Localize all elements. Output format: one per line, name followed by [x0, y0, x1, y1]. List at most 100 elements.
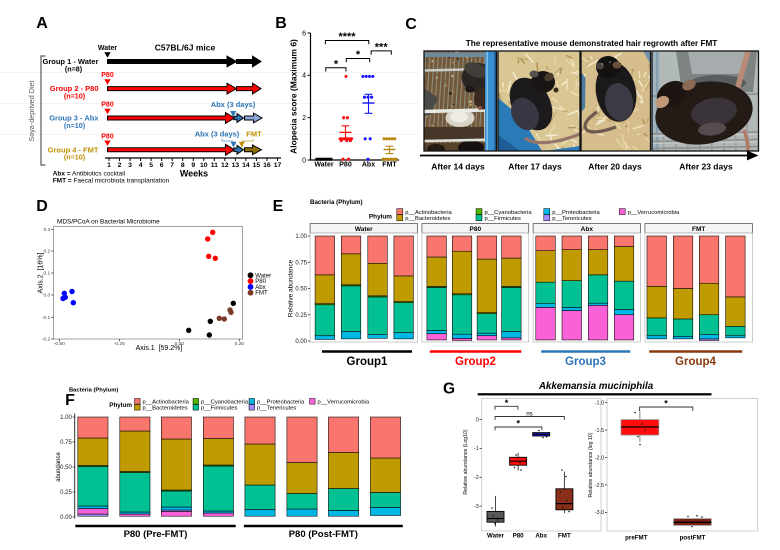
- svg-text:0: 0: [302, 157, 306, 164]
- svg-text:After 20 days: After 20 days: [588, 162, 642, 172]
- svg-text:(n=10): (n=10): [64, 153, 86, 162]
- svg-text:p__Firmicutes: p__Firmicutes: [201, 406, 238, 412]
- svg-text:Water: Water: [255, 273, 271, 279]
- svg-text:0.00: 0.00: [60, 515, 72, 521]
- svg-text:2: 2: [118, 162, 122, 169]
- svg-text:FMT: FMT: [558, 533, 571, 540]
- svg-text:C: C: [405, 16, 417, 33]
- svg-text:Axis.1 [59.2%]: Axis.1 [59.2%]: [136, 345, 183, 352]
- svg-text:Group 4 - FMT: Group 4 - FMT: [48, 145, 99, 154]
- svg-text:16: 16: [263, 162, 271, 169]
- svg-text:Abx (3 days): Abx (3 days): [211, 100, 256, 109]
- svg-text:3: 3: [128, 162, 132, 169]
- svg-text:-0.50: -0.50: [54, 341, 65, 347]
- svg-text:Group2: Group2: [455, 356, 496, 368]
- svg-text:After 14 days: After 14 days: [431, 162, 485, 172]
- svg-text:p__Bacteroidetes: p__Bacteroidetes: [143, 406, 188, 412]
- svg-text:Group4: Group4: [675, 356, 716, 368]
- svg-text:Group3: Group3: [565, 356, 606, 368]
- svg-text:1: 1: [107, 162, 111, 169]
- svg-text:postFMT: postFMT: [680, 535, 706, 542]
- svg-text:P80: P80: [339, 162, 352, 169]
- svg-text:-2: -2: [474, 475, 479, 481]
- svg-text:D: D: [36, 198, 48, 215]
- svg-text:P80: P80: [513, 533, 525, 540]
- svg-text:0.25: 0.25: [295, 313, 307, 319]
- svg-text:p__Actinobacteria: p__Actinobacteria: [405, 210, 452, 216]
- svg-text:p__Proteobacteria: p__Proteobacteria: [552, 210, 600, 216]
- svg-text:-2.0: -2.0: [595, 455, 604, 461]
- svg-text:Water: Water: [314, 162, 333, 169]
- svg-text:MDS/PCoA on Bacterial Microbio: MDS/PCoA on Bacterial Microbiome: [57, 219, 160, 226]
- svg-text:p__Verrucomicrobia: p__Verrucomicrobia: [628, 210, 680, 216]
- svg-text:Abx: Abx: [362, 162, 375, 169]
- svg-text:Group 2 - P80: Group 2 - P80: [50, 84, 99, 93]
- svg-text:p__Proteobacteria: p__Proteobacteria: [257, 400, 305, 406]
- svg-text:P80: P80: [470, 226, 482, 233]
- svg-text:*: *: [664, 399, 668, 409]
- svg-text:P80: P80: [101, 133, 114, 140]
- svg-text:C57BL/6J mice: C57BL/6J mice: [155, 43, 216, 53]
- svg-text:-0.25: -0.25: [114, 341, 125, 347]
- svg-text:Water: Water: [98, 45, 117, 52]
- svg-text:Bacteria (Phylum): Bacteria (Phylum): [69, 388, 118, 394]
- svg-text:Water: Water: [355, 226, 373, 233]
- svg-text:(n=8): (n=8): [65, 64, 83, 73]
- svg-text:2: 2: [302, 115, 306, 122]
- svg-text:0.25: 0.25: [235, 341, 245, 347]
- svg-text:FMT: FMT: [246, 130, 262, 139]
- svg-text:Abx: Abx: [255, 285, 265, 291]
- svg-text:G: G: [443, 381, 455, 398]
- svg-text:7: 7: [170, 162, 174, 169]
- svg-text:14: 14: [242, 162, 250, 169]
- svg-text:0.00: 0.00: [295, 339, 307, 345]
- svg-text:-3.0: -3.0: [595, 510, 604, 516]
- svg-text:Relative abundance: Relative abundance: [288, 259, 295, 317]
- svg-text:-0.2: -0.2: [42, 337, 51, 343]
- svg-text:17: 17: [274, 162, 282, 169]
- svg-text:*: *: [334, 58, 339, 70]
- svg-text:FMT = Faecal microbiota transp: FMT = Faecal microbiota transplantation: [53, 178, 170, 185]
- svg-text:-1: -1: [474, 446, 479, 452]
- svg-text:0.50: 0.50: [60, 465, 72, 471]
- svg-text:Abx: Abx: [535, 533, 547, 540]
- svg-text:Group 1 - Water: Group 1 - Water: [43, 57, 99, 66]
- svg-text:P80 (Post-FMT): P80 (Post-FMT): [289, 529, 358, 540]
- svg-text:4: 4: [302, 73, 306, 80]
- svg-text:0.3: 0.3: [44, 227, 51, 233]
- svg-text:Abx: Abx: [581, 226, 594, 233]
- svg-text:p__Bacteroidetes: p__Bacteroidetes: [405, 216, 450, 222]
- svg-text:The representative mouse demon: The representative mouse demonstrated ha…: [466, 39, 718, 48]
- svg-text:-3: -3: [474, 504, 479, 510]
- svg-text:Axis.2 [16%]: Axis.2 [16%]: [38, 253, 45, 294]
- svg-text:9: 9: [191, 162, 195, 169]
- svg-text:0.75: 0.75: [295, 260, 307, 266]
- svg-text:Phylum: Phylum: [369, 213, 392, 220]
- svg-text:FMT: FMT: [382, 162, 397, 169]
- svg-text:****: ****: [338, 31, 356, 43]
- svg-text:-2.5: -2.5: [595, 483, 604, 489]
- svg-text:ns: ns: [526, 410, 533, 417]
- svg-text:FMT: FMT: [255, 291, 268, 297]
- svg-text:13: 13: [232, 162, 240, 169]
- svg-text:After 23 days: After 23 days: [679, 162, 733, 172]
- svg-text:Akkemansia muciniphila: Akkemansia muciniphila: [538, 381, 654, 392]
- svg-text:5: 5: [149, 162, 153, 169]
- svg-text:P80: P80: [101, 102, 114, 109]
- svg-text:0.2: 0.2: [44, 249, 51, 255]
- svg-text:FMT: FMT: [692, 226, 705, 233]
- svg-text:15: 15: [253, 162, 261, 169]
- svg-text:Relative abundance (log 10): Relative abundance (log 10): [588, 432, 594, 497]
- svg-text:p__Cyanobacteria: p__Cyanobacteria: [485, 210, 533, 216]
- svg-text:preFMT: preFMT: [625, 535, 648, 542]
- svg-text:Water: Water: [487, 533, 505, 540]
- svg-text:Abx (3 days): Abx (3 days): [195, 130, 240, 139]
- svg-text:E: E: [273, 198, 284, 215]
- svg-text:p__Cyanobacteria: p__Cyanobacteria: [201, 400, 249, 406]
- svg-text:-1.5: -1.5: [595, 428, 604, 434]
- svg-text:10: 10: [200, 162, 208, 169]
- svg-text:Weeks: Weeks: [180, 169, 208, 179]
- svg-text:6: 6: [302, 30, 306, 37]
- svg-text:0.25: 0.25: [60, 490, 72, 496]
- svg-text:*: *: [505, 398, 509, 408]
